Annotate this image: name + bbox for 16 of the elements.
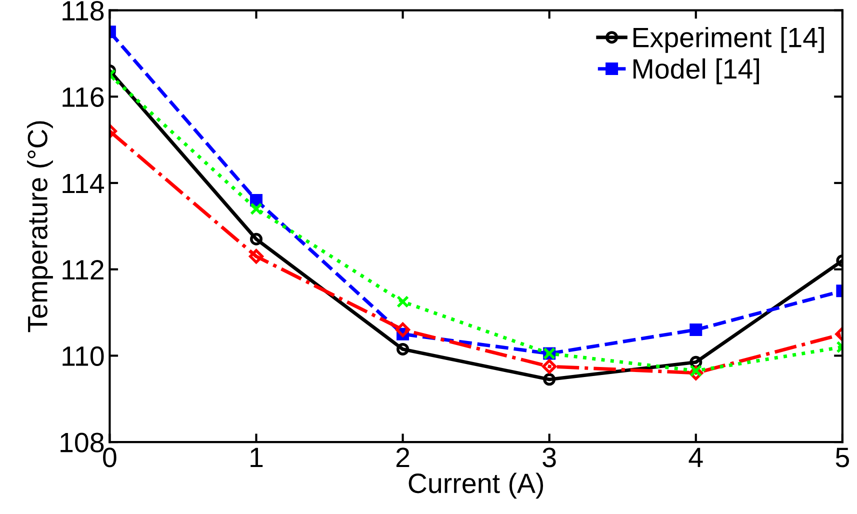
x-tick-label: 5 bbox=[836, 448, 849, 468]
y-tick-label: 112 bbox=[62, 260, 104, 280]
y-tick-label: 114 bbox=[62, 174, 104, 194]
x-tick-label: 2 bbox=[396, 448, 410, 468]
y-tick-label: 116 bbox=[62, 87, 104, 107]
x-tick-label: 4 bbox=[688, 448, 703, 468]
x-tick-label: 0 bbox=[103, 448, 116, 468]
y-tick-label: 118 bbox=[62, 0, 104, 21]
x-tick-label: 1 bbox=[250, 448, 263, 468]
y-tick-label: 108 bbox=[60, 432, 104, 452]
legend-label: Experiment [14] bbox=[634, 26, 824, 53]
legend-label: Model [14] bbox=[634, 58, 759, 84]
y-axis-title: Temperature (°C) bbox=[27, 121, 53, 332]
y-tick-label: 110 bbox=[62, 346, 104, 366]
x-tick-label: 3 bbox=[542, 448, 556, 468]
x-axis-title: Current (A) bbox=[408, 472, 544, 499]
